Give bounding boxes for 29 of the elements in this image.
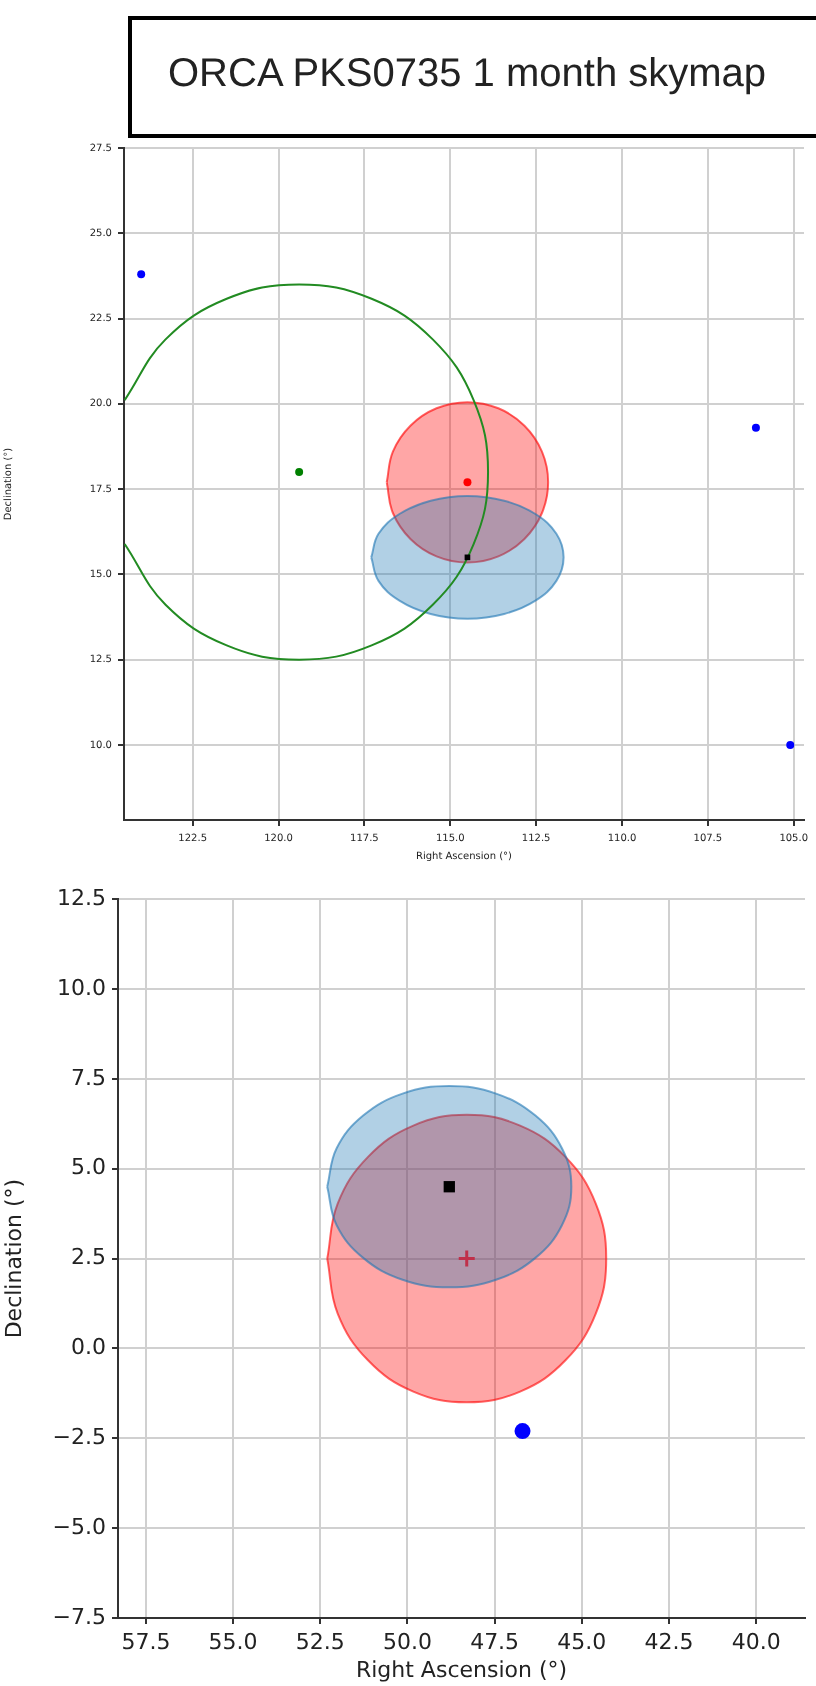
- y-tick-label: −7.5: [52, 1603, 106, 1630]
- point: [457, 1249, 477, 1269]
- x-tick-label: 55.0: [208, 1628, 258, 1655]
- x-tick-label: 47.5: [470, 1628, 520, 1655]
- point: [295, 468, 304, 477]
- point: [751, 423, 760, 432]
- chart-title: ORCA PKS0735 1 month skymap: [128, 16, 816, 138]
- y-tick-label: 0.0: [71, 1334, 106, 1361]
- x-tick-label: 40.0: [731, 1628, 781, 1655]
- line-series: [124, 283, 490, 661]
- y-tick-label: 10.0: [57, 974, 106, 1001]
- point: [514, 1423, 531, 1440]
- x-tick-label: 50.0: [382, 1628, 432, 1655]
- point: [443, 1181, 455, 1193]
- x-tick-label: 57.5: [121, 1628, 171, 1655]
- y-tick-label: 2.5: [71, 1244, 106, 1271]
- y-axis-title: Declination (°): [0, 1178, 27, 1339]
- y-tick-label: 5.0: [71, 1154, 106, 1181]
- point: [137, 270, 146, 279]
- x-axis-title: Right Ascension (°): [355, 1656, 568, 1683]
- x-tick-label: 45.0: [557, 1628, 607, 1655]
- point: [463, 478, 472, 487]
- y-tick-label: 12.5: [57, 884, 106, 911]
- y-tick-label: 7.5: [71, 1064, 106, 1091]
- x-tick-label: 42.5: [644, 1628, 694, 1655]
- y-tick-label: −5.0: [52, 1513, 106, 1540]
- x-tick-label: 52.5: [295, 1628, 345, 1655]
- y-tick-label: −2.5: [52, 1424, 106, 1451]
- point: [786, 740, 795, 749]
